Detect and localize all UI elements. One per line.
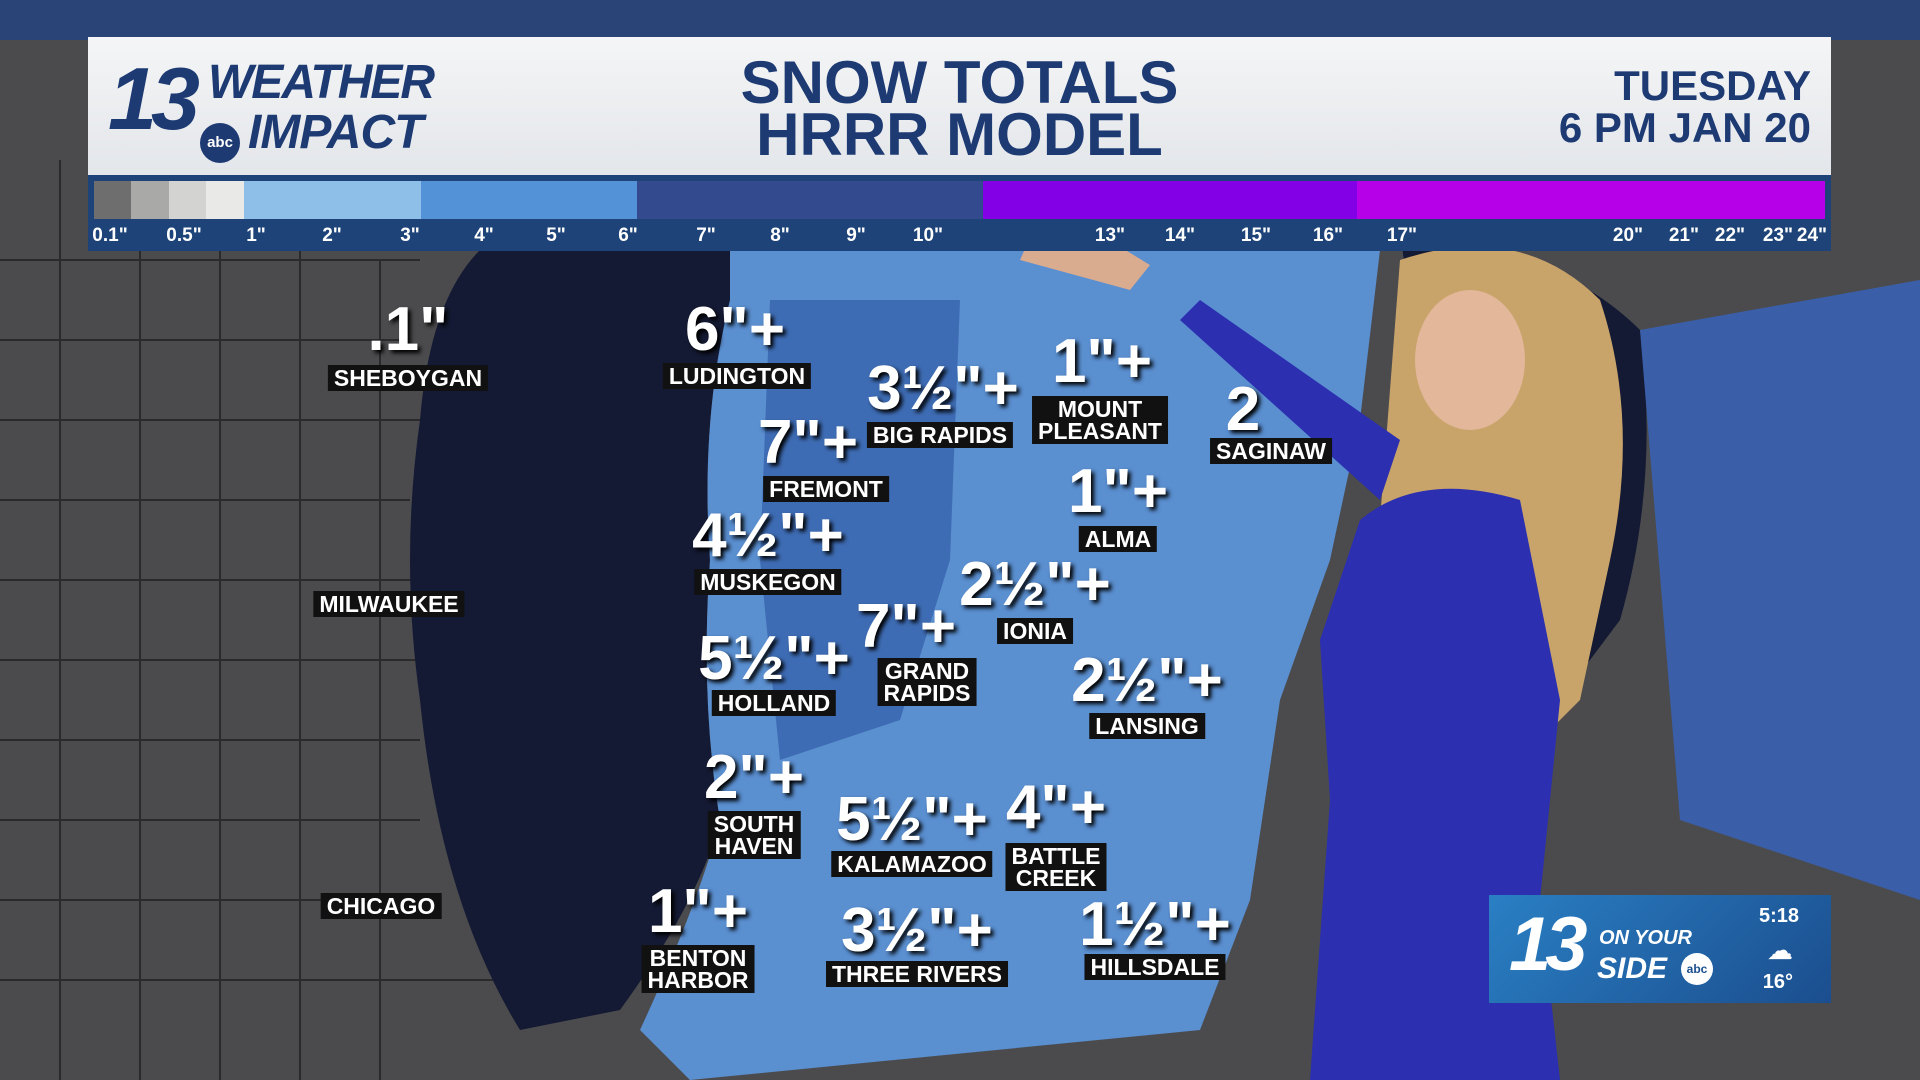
- snow-amount: 3½"+: [867, 354, 1019, 423]
- station-bug: 13 ON YOUR SIDE abc 5:18 ☁ 16°: [1489, 895, 1831, 1003]
- city-name: BIG RAPIDS: [866, 422, 1014, 448]
- snow-amount: 7"+: [855, 592, 957, 661]
- top-snow-band: [0, 0, 1920, 40]
- city-name: SHEBOYGAN: [327, 365, 489, 391]
- snow-amount: 3½"+: [841, 896, 993, 965]
- snow-amount: .1": [367, 295, 449, 364]
- legend-tick: 6": [618, 225, 638, 246]
- legend-tick: 0.5": [166, 225, 202, 246]
- legend-tick: 23": [1762, 225, 1794, 246]
- legend-tick: 15": [1240, 225, 1272, 246]
- page-title: SNOW TOTALS HRRR MODEL: [88, 49, 1831, 168]
- city-name: SAGINAW: [1210, 438, 1332, 464]
- eastern-snow-region: [1640, 280, 1920, 900]
- city-name: SOUTH HAVEN: [707, 811, 801, 859]
- legend-swatch: [982, 181, 1358, 219]
- logo-number: 13: [108, 49, 200, 148]
- heavy-snow-band: [760, 300, 960, 760]
- snow-cloud-icon: ☁: [1767, 935, 1793, 965]
- legend-swatch: [421, 181, 637, 219]
- snow-amount: 1½"+: [1079, 890, 1231, 959]
- city-name: GRAND RAPIDS: [877, 658, 977, 706]
- temperature: 16°: [1762, 971, 1793, 993]
- legend-tick: 4": [474, 225, 494, 246]
- snow-amount: 1"+: [1051, 327, 1153, 396]
- city-name: BATTLE CREEK: [1005, 843, 1107, 891]
- city-name: MILWAUKEE: [313, 591, 465, 617]
- snow-amount: 1"+: [647, 877, 749, 946]
- snow-amount: 2½"+: [1071, 646, 1223, 715]
- snow-amount: 5½"+: [698, 624, 850, 693]
- city-name: FREMONT: [763, 476, 889, 502]
- snow-amount: 6"+: [684, 295, 786, 364]
- legend-ticks: 0.1" 0.5" 1" 2" 3" 4" 5" 6" 7" 8" 9" 10" 13" 14" 15" 16…: [88, 225, 1831, 249]
- title-line-2: HRRR MODEL: [756, 101, 1163, 168]
- legend-tick: 17": [1386, 225, 1418, 246]
- snow-amount: 5½"+: [836, 785, 988, 854]
- forecast-day: TUESDAY: [1614, 62, 1811, 109]
- snow-amount: 2½"+: [959, 550, 1111, 619]
- legend-tick: 5": [546, 225, 566, 246]
- title-banner: 13 WEATHER IMPACT abc SNOW TOTALS HRRR M…: [88, 37, 1831, 175]
- city-name: LANSING: [1089, 713, 1205, 739]
- city-name: HOLLAND: [711, 690, 837, 716]
- legend-tick: 20": [1612, 225, 1644, 246]
- legend-tick: 10": [912, 225, 944, 246]
- legend-tick: 13": [1094, 225, 1126, 246]
- snow-amount: 4"+: [1005, 773, 1107, 842]
- bug-side: SIDE: [1597, 952, 1668, 985]
- legend-tick: 22": [1714, 225, 1746, 246]
- snow-amount: 2"+: [703, 743, 805, 812]
- county-lines: [0, 160, 500, 1080]
- legend-tick: 2": [322, 225, 342, 246]
- snow-amount: 2: [1225, 375, 1261, 444]
- snow-amount: 1"+: [1067, 457, 1169, 526]
- abc-logo: abc: [1681, 953, 1713, 985]
- clock: 5:18: [1758, 905, 1799, 927]
- legend-tick: 14": [1164, 225, 1196, 246]
- legend-tick: 16": [1312, 225, 1344, 246]
- legend-tick: 7": [696, 225, 716, 246]
- forecast-date: 6 PM JAN 20: [1558, 104, 1811, 151]
- bug-on-your: ON YOUR: [1599, 927, 1692, 949]
- legend-tick: 3": [400, 225, 420, 246]
- legend-swatch: [636, 181, 983, 219]
- city-name: KALAMAZOO: [831, 851, 993, 877]
- legend-swatch: [206, 181, 244, 219]
- city-name: THREE RIVERS: [826, 961, 1008, 987]
- snow-amount: 4½"+: [692, 501, 844, 570]
- legend-tick: 1": [246, 225, 266, 246]
- legend-swatch: [243, 181, 422, 219]
- lake-michigan: [410, 250, 760, 1030]
- city-name: CHICAGO: [320, 893, 442, 919]
- legend-swatch: [94, 181, 132, 219]
- title-line-1: SNOW TOTALS: [740, 49, 1179, 116]
- legend-tick: 9": [846, 225, 866, 246]
- legend-swatch: [1357, 181, 1825, 219]
- logo-weather: WEATHER: [208, 56, 435, 109]
- legend-tick: 0.1": [92, 225, 128, 246]
- legend-tick: 8": [770, 225, 790, 246]
- legend-tick: 21": [1668, 225, 1700, 246]
- abc-logo: abc: [200, 123, 240, 163]
- legend-swatch: [168, 181, 207, 219]
- legend-swatch: [131, 181, 169, 219]
- snow-legend: 0.1" 0.5" 1" 2" 3" 4" 5" 6" 7" 8" 9" 10" 13" 14" 15" 16…: [88, 175, 1831, 251]
- logo-impact: IMPACT: [248, 106, 423, 159]
- forecast-time: TUESDAY 6 PM JAN 20: [1559, 65, 1811, 149]
- city-name: BENTON HARBOR: [641, 945, 755, 993]
- snow-amount: 7"+: [757, 408, 859, 477]
- city-name: MOUNT PLEASANT: [1032, 396, 1168, 444]
- city-name: MUSKEGON: [694, 569, 842, 595]
- city-name: IONIA: [997, 618, 1073, 644]
- bug-number: 13: [1509, 902, 1588, 987]
- city-name: ALMA: [1078, 526, 1158, 552]
- city-name: HILLSDALE: [1084, 954, 1226, 980]
- legend-swatches: [94, 181, 1825, 219]
- presenter: [1020, 210, 1623, 1080]
- city-name: LUDINGTON: [662, 363, 812, 389]
- legend-tick: 24": [1796, 225, 1828, 246]
